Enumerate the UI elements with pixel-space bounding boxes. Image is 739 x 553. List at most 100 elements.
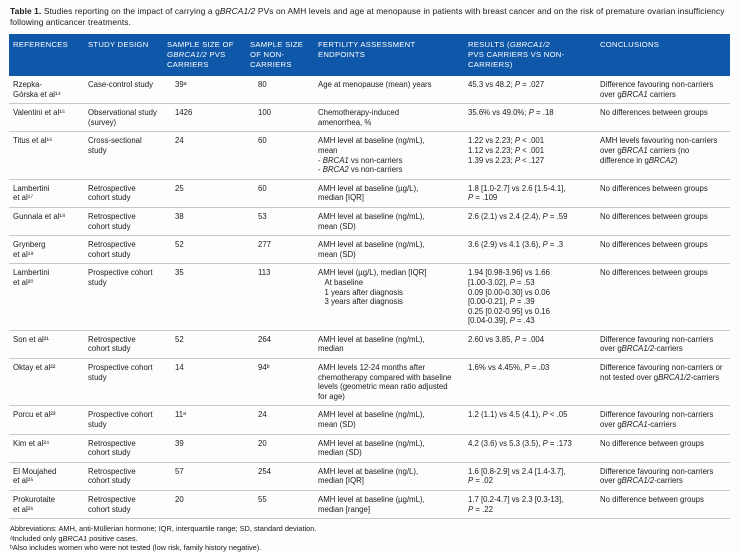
table-row: Lambertini et al¹⁷ Retrospective cohort s… xyxy=(9,179,730,208)
cell-carriers: 11ᵃ xyxy=(163,405,246,435)
cell-noncarriers: 20 xyxy=(246,434,314,463)
header-row: REFERENCES STUDY DESIGN SAMPLE SIZE OF GBR… xyxy=(9,34,730,76)
table-head: REFERENCES STUDY DESIGN SAMPLE SIZE OF GBR… xyxy=(9,34,730,76)
cell-reference: Son et al²¹ xyxy=(9,330,84,360)
cell-results: 1.8 [1.0-2.7] vs 2.6 [1.5-4.1], P = .109 xyxy=(464,179,596,208)
cell-endpoints: AMH level at baseline (ng/mL), median (S… xyxy=(314,434,464,463)
cell-conclusions: No difference between groups xyxy=(596,490,730,520)
footnote-b: ᵇAlso includes women who were not tested… xyxy=(10,543,262,552)
cell-endpoints: Chemotherapy-induced amenorrhea, % xyxy=(314,103,464,133)
cell-conclusions: Difference favouring non-carriers or not… xyxy=(596,358,730,407)
cell-reference: Prokurotaite et al²⁶ xyxy=(9,490,84,520)
cell-carriers: 52 xyxy=(163,330,246,360)
cell-reference: Oktay et al²² xyxy=(9,358,84,407)
cell-carriers: 57 xyxy=(163,462,246,492)
cell-endpoints: AMH level at baseline (ng/mL), median xyxy=(314,330,464,360)
cell-reference: Porcu et al²³ xyxy=(9,405,84,435)
cell-endpoints: AMH level at baseline (µg/L), median [IQ… xyxy=(314,179,464,208)
cell-noncarriers: 24 xyxy=(246,405,314,435)
cell-reference: Kim et al²⁴ xyxy=(9,434,84,463)
cell-reference: Grynberg et al¹⁹ xyxy=(9,235,84,265)
cell-noncarriers: 80 xyxy=(246,76,314,105)
cell-conclusions: Difference favouring non-carriers over g… xyxy=(596,76,730,105)
table-title-label: Table 1. xyxy=(10,6,42,16)
cell-noncarriers: 60 xyxy=(246,179,314,208)
table-row: Titus et al¹⁶ Cross-sectional study 24 60 AM… xyxy=(9,131,730,180)
cell-design: Case-control study xyxy=(84,76,163,105)
table-row: Prokurotaite et al²⁶ Retrospective cohort… xyxy=(9,490,730,520)
cell-reference: El Moujahed et al²⁵ xyxy=(9,462,84,492)
cell-design: Prospective cohort study xyxy=(84,358,163,407)
table-row: Porcu et al²³ Prospective cohort study 11ᵃ… xyxy=(9,405,730,435)
cell-endpoints: AMH level (µg/L), median [IQR] At baseli… xyxy=(314,263,464,331)
column-header-reference: REFERENCES xyxy=(9,34,84,76)
studies-table: REFERENCES STUDY DESIGN SAMPLE SIZE OF GBR… xyxy=(9,34,730,520)
cell-design: Retrospective cohort study xyxy=(84,330,163,360)
table-row: El Moujahed et al²⁵ Retrospective cohort … xyxy=(9,462,730,492)
cell-design: Prospective cohort study xyxy=(84,405,163,435)
table-title-text: Studies reporting on the impact of carry… xyxy=(10,6,725,27)
cell-conclusions: No differences between groups xyxy=(596,179,730,208)
cell-conclusions: No differences between groups xyxy=(596,235,730,265)
cell-noncarriers: 60 xyxy=(246,131,314,180)
cell-results: 1.94 [0.98-3.96] vs 1.66 [1.00-3.02], P … xyxy=(464,263,596,331)
cell-results: 4.2 (3.6) vs 5.3 (3.5), P = .173 xyxy=(464,434,596,463)
cell-results: 1.22 vs 2.23; P < .001 1.12 vs 2.23; P <… xyxy=(464,131,596,180)
cell-carriers: 20 xyxy=(163,490,246,520)
cell-conclusions: No differences between groups xyxy=(596,207,730,237)
cell-endpoints: AMH level at baseline (ng/mL), mean (SD) xyxy=(314,207,464,237)
cell-conclusions: No differences between groups xyxy=(596,263,730,331)
table-row: Lambertini et al²⁰ Prospective cohort stu… xyxy=(9,263,730,331)
cell-noncarriers: 264 xyxy=(246,330,314,360)
cell-carriers: 38 xyxy=(163,207,246,237)
cell-results: 35.6% vs 49.0%; P = .18 xyxy=(464,103,596,133)
cell-conclusions: No differences between groups xyxy=(596,103,730,133)
cell-conclusions: AMH levels favouring non-carriers over g… xyxy=(596,131,730,180)
cell-noncarriers: 254 xyxy=(246,462,314,492)
cell-results: 1.6 [0.8-2.9] vs 2.4 [1.4-3.7], P = .02 xyxy=(464,462,596,492)
footnote-a: ᵃIncluded only gBRCA1 positive cases. xyxy=(10,533,138,543)
column-header-conclusions: CONCLUSIONS xyxy=(596,34,730,76)
cell-endpoints: AMH level at baseline (ng/mL), mean (SD) xyxy=(314,405,464,435)
cell-design: Retrospective cohort study xyxy=(84,434,163,463)
table-row: Valentini et al¹⁵ Observational study (su… xyxy=(9,103,730,133)
cell-carriers: 39 xyxy=(163,434,246,463)
cell-carriers: 1426 xyxy=(163,103,246,133)
cell-noncarriers: 100 xyxy=(246,103,314,133)
cell-noncarriers: 53 xyxy=(246,207,314,237)
cell-reference: Lambertini et al²⁰ xyxy=(9,263,84,331)
table-row: Kim et al²⁴ Retrospective cohort study 39 2… xyxy=(9,434,730,463)
table-title: Table 1. Studies reporting on the impact… xyxy=(10,6,725,27)
cell-conclusions: Difference favouring non-carriers over g… xyxy=(596,330,730,360)
cell-results: 45.3 vs 48.2; P = .027 xyxy=(464,76,596,105)
cell-endpoints: AMH level at baseline (ng/L), median [IQ… xyxy=(314,462,464,492)
cell-results: 2.60 vs 3.85, P = .004 xyxy=(464,330,596,360)
cell-carriers: 24 xyxy=(163,131,246,180)
cell-design: Retrospective cohort study xyxy=(84,235,163,265)
table-row: Gunnala et al¹⁸ Retrospective cohort stud… xyxy=(9,207,730,237)
column-header-endpoints: FERTILITY ASSESSMENT ENDPOINTS xyxy=(314,34,464,76)
cell-noncarriers: 277 xyxy=(246,235,314,265)
cell-carriers: 14 xyxy=(163,358,246,407)
cell-noncarriers: 55 xyxy=(246,490,314,520)
cell-conclusions: Difference favouring non-carriers over g… xyxy=(596,462,730,492)
cell-results: 1.6% vs 4.45%, P = .03 xyxy=(464,358,596,407)
cell-design: Observational study (survey) xyxy=(84,103,163,133)
table-row: Rzepka- Górska et al¹⁴ Case-control study… xyxy=(9,76,730,105)
cell-conclusions: Difference favouring non-carriers over g… xyxy=(596,405,730,435)
cell-carriers: 35 xyxy=(163,263,246,331)
table-body: Rzepka- Górska et al¹⁴ Case-control study… xyxy=(9,76,730,520)
cell-endpoints: AMH level at baseline (ng/mL), mean (SD) xyxy=(314,235,464,265)
cell-reference: Valentini et al¹⁵ xyxy=(9,103,84,133)
cell-results: 3.6 (2.9) vs 4.1 (3.6), P = .3 xyxy=(464,235,596,265)
cell-reference: Lambertini et al¹⁷ xyxy=(9,179,84,208)
cell-conclusions: No difference between groups xyxy=(596,434,730,463)
column-header-carriers: SAMPLE SIZE OF GBRCA1/2 PVS CARRIERS xyxy=(163,34,246,76)
cell-reference: Gunnala et al¹⁸ xyxy=(9,207,84,237)
cell-endpoints: AMH levels 12-24 months after chemothera… xyxy=(314,358,464,407)
cell-endpoints: Age at menopause (mean) years xyxy=(314,76,464,105)
cell-carriers: 25 xyxy=(163,179,246,208)
cell-endpoints: AMH level at baseline (ng/mL), mean - BR… xyxy=(314,131,464,180)
cell-endpoints: AMH level at baseline (µg/mL), median [r… xyxy=(314,490,464,520)
